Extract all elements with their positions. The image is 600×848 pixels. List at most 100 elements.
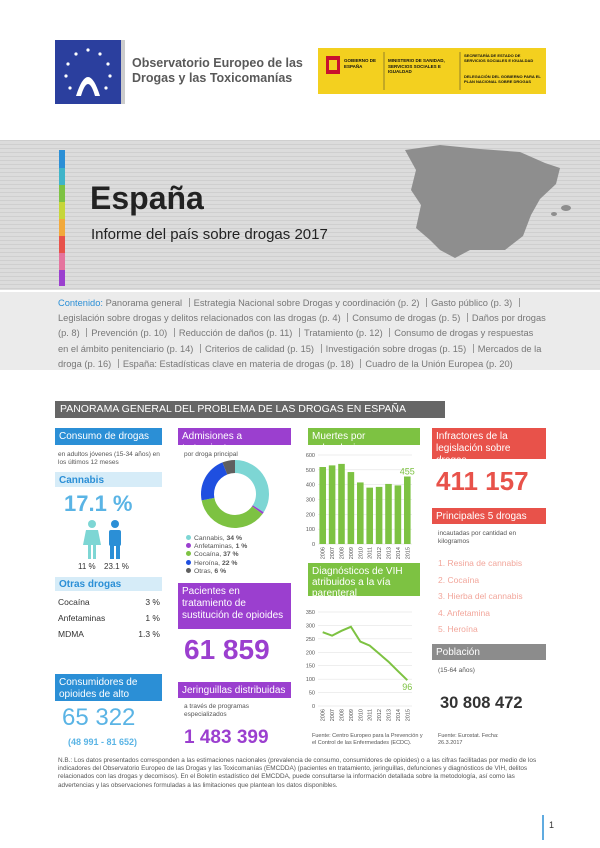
x-tick-label: 2014: [396, 709, 402, 721]
box-subtitle: a través de programas especializados: [184, 703, 250, 718]
seizure-item: 2. Cocaína: [438, 574, 480, 585]
gov-name: GOBIERNO DE ESPAÑA: [344, 58, 377, 69]
delegation-name: DELEGACIÓN DEL GOBIERNO PARA EL PLAN NAC…: [464, 74, 541, 84]
syringes-value: 1 483 399: [184, 727, 269, 748]
box-header: Principales 5 drogas: [432, 508, 546, 524]
high-risk-value: 65 322: [62, 704, 136, 731]
x-tick-label: 2011: [368, 547, 374, 559]
legend-value: 1 %: [235, 543, 248, 551]
x-tick-label: 2013: [387, 547, 393, 559]
separator: [200, 343, 201, 353]
offenders-value: 411 157: [436, 466, 529, 496]
legend-entry: Heroína, 22 %: [186, 559, 247, 568]
box-subtitle: en adultos jóvenes (15-34 años) en los ú…: [58, 451, 160, 466]
box-header: Cannabis: [55, 472, 162, 487]
box-subtitle: por droga principal: [184, 451, 238, 458]
other-drug-name: MDMA: [58, 629, 84, 639]
contents-item: Cuadro de la Unión Europea (p. 20): [365, 358, 513, 369]
spain-map-islands: [561, 205, 571, 211]
legend-value: 34 %: [226, 535, 243, 542]
x-tick-label: 2015: [405, 709, 411, 721]
y-tick-label: 300: [306, 498, 315, 504]
x-tick-label: 2010: [358, 547, 364, 559]
bar: [385, 483, 392, 544]
legend-entry: Cannabis, 34 %: [186, 535, 247, 543]
x-tick-label: 2014: [396, 547, 402, 559]
note: N.B.: Los datos presentados corresponden…: [58, 757, 537, 789]
box-header: Consumo de drogas: [55, 428, 162, 445]
legend-label: Heroína,: [194, 559, 221, 567]
x-tick-label: 2012: [377, 709, 383, 721]
logo-edge: [121, 40, 125, 104]
org-name: Observatorio Europeo de las Drogas y las…: [132, 56, 303, 86]
high-risk-range: (48 991 - 81 652): [68, 737, 138, 747]
gov-logo: [318, 48, 546, 94]
donut-segment: [222, 460, 235, 475]
separator: [188, 298, 190, 307]
y-tick-label: 300: [306, 623, 315, 629]
other-drug-value: 3 %: [145, 597, 160, 607]
contents-item: Gasto público (p. 3): [431, 298, 513, 308]
bar: [357, 482, 364, 544]
contents-label: Contenido:: [58, 298, 103, 308]
contents-item: Consumo de drogas y respuestas en el ámb…: [58, 328, 534, 354]
line: [322, 625, 408, 681]
donut-segment: [235, 460, 270, 513]
separator: [86, 328, 88, 338]
donut-segment: [251, 505, 264, 514]
ministry-name: MINISTERIO DE SANIDAD, SERVICIOS SOCIALE…: [388, 58, 445, 74]
separator: [347, 313, 349, 323]
x-tick-label: 2006: [321, 709, 327, 721]
other-drugs: Cocaína 3 % Anfetaminas 1 % MDMA 1.3 %: [58, 597, 160, 645]
bar: [366, 487, 373, 544]
y-tick-label: 250: [306, 637, 315, 643]
donut-legend: Cannabis, 34 % Anfetaminas, 1 % Cocaína, 3…: [186, 535, 247, 576]
secretariat-name: SECRETARÍA DE ESTADO DE SERVICIOS SOCIAL…: [464, 53, 534, 63]
cannabis-value: 17.1 %: [64, 491, 133, 516]
title: España: [90, 180, 204, 216]
box-header: Diagnósticos de VIH atribuidos a la vía …: [308, 563, 420, 599]
x-tick-label: 2007: [330, 547, 336, 559]
subtitle: Informe del país sobre drogas 2017: [91, 226, 328, 243]
separator: [472, 343, 474, 353]
box-header: Jeringuillas distribuidas: [178, 682, 291, 698]
bar: [347, 472, 355, 544]
legend-swatch: [186, 567, 191, 573]
y-tick-label: 100: [306, 527, 315, 533]
contents-item: Legislación sobre drogas y delitos relac…: [58, 313, 341, 324]
contents-item: Consumo de drogas (p. 5): [352, 313, 461, 324]
x-tick-label: 2006: [321, 547, 327, 559]
x-tick-label: 2009: [349, 547, 355, 559]
contents-item: Criterios de calidad (p. 15): [205, 343, 315, 354]
contents-item: Reducción de daños (p. 11): [178, 328, 293, 339]
x-tick-label: 2011: [368, 709, 374, 721]
contents-item: España: Estadísticas clave en materia de…: [122, 358, 354, 369]
legend-label: Cannabis,: [194, 535, 225, 542]
y-tick-label: 600: [306, 453, 315, 459]
seizure-item: 5. Heroína: [438, 624, 478, 634]
other-drug-value: 1.3 %: [138, 629, 160, 639]
box-header: Muertes por sobredosis: [308, 428, 420, 454]
x-tick-label: 2008: [340, 547, 346, 559]
separator: [518, 298, 520, 307]
male-value: 23.1 %: [104, 562, 129, 571]
org-line: Observatorio Europeo de las: [132, 56, 303, 70]
seizure-list: 1. Resina de cannabis 2. Cocaína 3. Hierba…: [438, 555, 523, 638]
legend-swatch: [186, 559, 191, 565]
bar: [404, 476, 411, 544]
page-number: 1: [549, 820, 555, 830]
other-drug-name: Cocaína: [58, 597, 90, 607]
donut-segment: [201, 497, 263, 528]
data-label: 96: [402, 682, 412, 692]
source: Fuente: Centro Europeo para la Prevenció…: [312, 733, 423, 746]
legend-value: 22 %: [221, 559, 238, 567]
y-tick-label: 150: [306, 664, 315, 670]
x-tick-label: 2012: [377, 547, 383, 559]
x-tick-label: 2010: [358, 709, 364, 721]
data-label: 455: [400, 467, 415, 477]
y-tick-label: 0: [312, 542, 315, 548]
legend-swatch: [186, 535, 191, 540]
legend-value: 6 %: [214, 567, 227, 575]
